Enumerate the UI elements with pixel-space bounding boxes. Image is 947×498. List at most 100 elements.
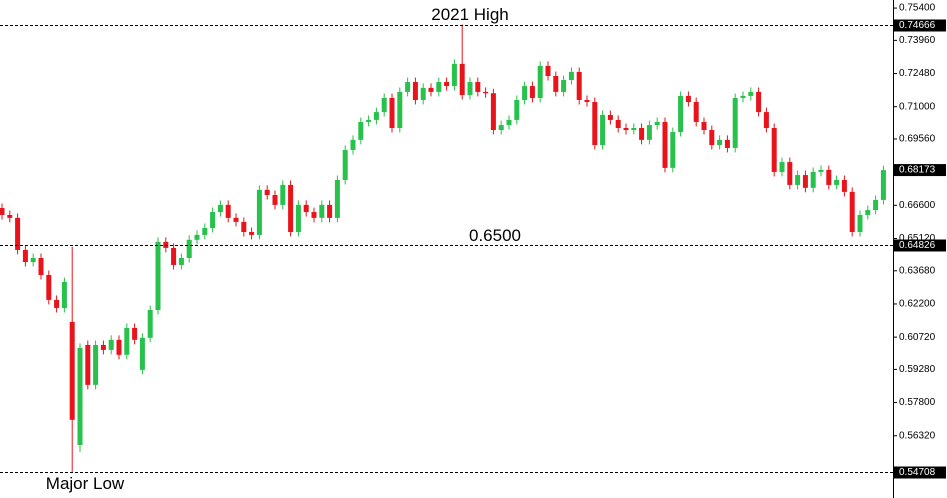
candle-body — [264, 189, 270, 196]
candle-body — [873, 199, 879, 211]
candle-body — [506, 119, 512, 126]
y-tick-label: 0.66600 — [899, 200, 936, 211]
candle-body — [30, 258, 36, 263]
candle-body — [373, 112, 379, 120]
candle-body — [498, 125, 504, 131]
candle-body — [147, 310, 153, 338]
candle-body — [217, 204, 223, 213]
candle-body — [100, 344, 106, 350]
candle-body — [405, 82, 411, 92]
candle-body — [38, 258, 44, 276]
candle-body — [295, 204, 301, 232]
candle-body — [428, 87, 434, 92]
y-tick-label: 0.56320 — [899, 430, 936, 441]
candle-body — [810, 171, 816, 188]
candle-body — [639, 127, 645, 140]
candle-body — [171, 247, 177, 265]
candle-body — [389, 97, 395, 128]
candle-body — [163, 241, 169, 248]
candle-body — [319, 204, 325, 218]
candle-body — [490, 93, 496, 131]
candle-body — [436, 82, 442, 92]
candle-body — [225, 204, 231, 218]
candle-body — [607, 114, 613, 120]
candle-body — [327, 204, 333, 218]
candle-body — [15, 217, 21, 250]
candle-body — [646, 125, 652, 140]
candle-body — [311, 212, 317, 218]
level-price-label: 0.74666 — [899, 20, 936, 31]
candle-body — [210, 212, 216, 228]
candle-body — [561, 80, 567, 92]
candle-body — [537, 65, 543, 98]
level-price-label: 0.64826 — [899, 240, 936, 251]
candle-body — [763, 112, 769, 128]
level-price-box — [894, 239, 946, 252]
candle-body — [178, 258, 184, 265]
candle-body — [467, 82, 473, 96]
candle-body — [124, 327, 130, 355]
y-tick-label: 0.65120 — [899, 233, 936, 244]
candle-body — [553, 75, 559, 92]
candle-body — [69, 321, 75, 420]
candle-body — [381, 97, 387, 113]
candle-body — [724, 139, 730, 148]
candle-body — [685, 95, 691, 102]
candle-body — [342, 149, 348, 180]
candle-body — [350, 139, 356, 150]
candle-body — [678, 95, 684, 133]
y-tick-label: 0.75400 — [899, 3, 936, 14]
candle-body — [841, 179, 847, 192]
candle-body — [54, 299, 60, 308]
candle-body — [857, 214, 863, 232]
candle-body — [802, 175, 808, 188]
y-tick-label: 0.72480 — [899, 68, 936, 79]
candle-body — [818, 169, 824, 172]
candle-body — [787, 162, 793, 185]
candle-body — [779, 162, 785, 172]
candle-body — [116, 339, 122, 355]
candle-body — [93, 344, 99, 385]
candle-body — [475, 82, 481, 92]
candle-body — [272, 195, 278, 205]
candle-body — [615, 119, 621, 128]
candle-body — [740, 95, 746, 98]
candle-body — [771, 127, 777, 172]
candle-body — [256, 189, 262, 235]
candle-body — [139, 337, 145, 370]
candle-body — [865, 210, 871, 215]
last-price-box — [894, 164, 946, 177]
candle-body — [709, 130, 715, 146]
y-tick-label: 0.69560 — [899, 134, 936, 145]
candle-body — [584, 99, 590, 102]
candle-body — [22, 249, 28, 263]
y-tick-label: 0.63680 — [899, 265, 936, 276]
candle-body — [249, 231, 255, 235]
candle-body — [748, 91, 754, 96]
candle-body — [280, 184, 286, 205]
y-tick-label: 0.71000 — [899, 101, 936, 112]
candle-body — [600, 114, 606, 146]
candle-body — [0, 208, 5, 215]
candle-body — [459, 63, 465, 96]
candle-body — [522, 86, 528, 100]
candle-body — [834, 179, 840, 185]
candle-body — [358, 121, 364, 140]
candle-body — [85, 344, 91, 385]
level-note: Major Low — [46, 474, 125, 493]
level-note: 0.6500 — [469, 226, 521, 245]
candle-body — [732, 97, 738, 148]
candle-body — [670, 132, 676, 168]
candle-body — [7, 214, 13, 218]
candle-body — [568, 71, 574, 81]
candle-body — [693, 101, 699, 122]
candle-body — [451, 63, 457, 87]
candle-body — [61, 281, 67, 308]
last-price-label: 0.68173 — [899, 165, 936, 176]
candle-body — [186, 239, 192, 259]
candle-body — [397, 91, 403, 128]
candle-body — [241, 221, 247, 232]
